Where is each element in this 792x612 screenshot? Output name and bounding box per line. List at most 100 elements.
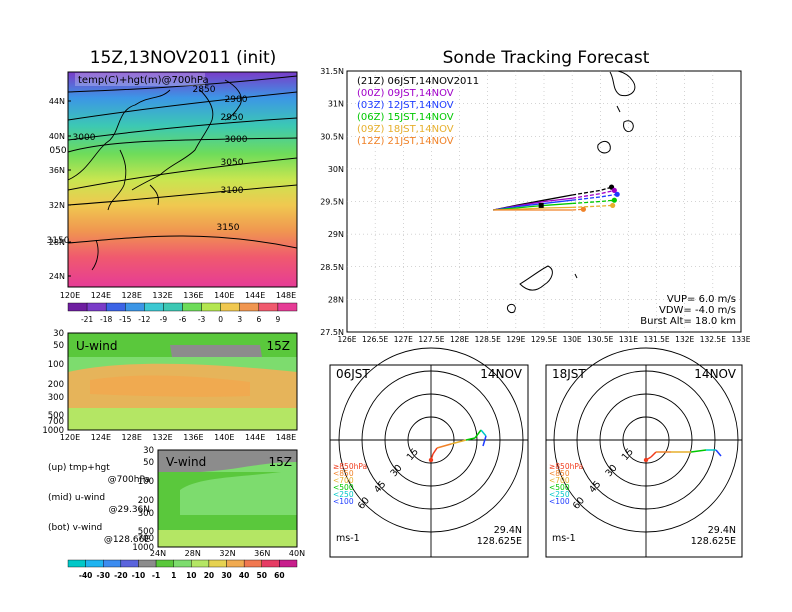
map-panel-label: temp(C)+hgt(m)@700hPa [78,75,209,86]
hodo-origin [643,457,649,463]
note-bot-line1: (bot) v-wind [48,523,102,533]
lat-tick-label: 31N [328,100,344,109]
legend-entry: (06Z) 15JST,14NOV [357,112,454,123]
temp-colorbar-label: -21 [81,315,93,324]
contour-3000 [68,137,297,153]
hodo-lon: 128.625E [477,536,522,547]
v-wind-label: V-wind [166,455,206,469]
wind-colorbar-label: 1 [171,571,176,580]
hodo-level-label: ≥850hPa [549,462,583,471]
pressure-tick-label: 30 [143,446,154,456]
contour-label: 3000 [73,133,96,143]
hodo-trace [650,451,657,458]
hodo-level-label: <100 [333,497,354,506]
note-bot-line2: @128.66E [104,535,150,545]
temp-colorbar-label: -9 [160,315,168,324]
lat-tick-label: 24N [150,549,166,558]
lon-tick-label: 120E [60,433,80,442]
track-line-dashed [572,204,613,209]
wind-colorbar: -40 -30 -20 -10 -1 1 10 20 30 40 50 60 [67,559,298,580]
pressure-tick-label: 1000 [132,543,154,553]
pressure-tick-label: 700 [138,534,154,544]
hodo-trace [465,437,476,441]
lon-tick-label: 130.5E [587,335,613,344]
lat-tick-label: 24N [49,272,65,281]
lon-tick-label: 140E [214,433,234,442]
hodo-time-label: 18JST [552,367,586,381]
legend-entry: (09Z) 18JST,14NOV [357,124,454,135]
launch-parameter: VDW= -4.0 m/s [659,305,736,316]
hodo-lat: 29.4N [494,525,522,536]
wind-colorbar-label: -10 [132,571,146,580]
pressure-tick-label: 700 [48,417,64,427]
islands [507,71,636,313]
lat-tick-label: 36N [254,549,270,558]
hodo-level-label: <500 [549,483,570,492]
note-mid-line2: @29.36N [109,505,151,515]
contour-2950 [68,117,297,141]
lon-tick-label: 148E [276,433,296,442]
pressure-tick-label: 50 [53,341,64,351]
lon-tick-label: 148E [276,291,296,300]
contour-label: 050 [49,146,66,156]
lat-tick-label: 31.5N [320,67,344,76]
lon-tick-label: 128E [450,335,469,344]
lon-tick-label: 124E [91,433,111,442]
lon-tick-label: 131.5E [643,335,669,344]
u-wind-label: U-wind [76,339,117,353]
panel-notes: (up) tmp+hgt @700hPa (mid) u-wind @29.36… [48,463,150,545]
lon-tick-label: 124E [91,291,111,300]
temp-colorbar-label: -6 [179,315,187,324]
lon-tick-label: 128E [122,433,142,442]
pressure-tick-label: 100 [138,477,154,487]
hodo-unit: ms-1 [552,533,576,544]
track-line-dashed [572,189,615,199]
lon-tick-label: 126.5E [362,335,388,344]
wind-colorbar-label: -40 [79,571,93,580]
lon-tick-label: 144E [245,291,265,300]
hodo-date-label: 14NOV [694,367,736,381]
lat-tick-label: 40N [289,549,305,558]
contour-2850 [68,75,297,93]
lon-tick-label: 132E [152,433,172,442]
contour-label: 3000 [225,135,248,145]
hodo-trace [482,435,487,447]
temp-colorbar-label: 6 [256,315,261,324]
contour-label: 3150 [47,236,70,246]
temp-colorbar-label: 3 [237,315,242,324]
wind-colorbar-label: 30 [221,571,231,580]
track-line [493,199,573,211]
lon-tick-label: 127.5E [418,335,444,344]
hodo-lat: 29.4N [708,525,736,536]
landing-point [611,197,617,203]
pressure-tick-label: 200 [138,496,154,506]
contour-label: 2900 [225,95,248,105]
temp-colorbar-label: -15 [119,315,131,324]
lon-tick-label: 132E [152,291,172,300]
contour-2900 [68,91,297,121]
lat-tick-label: 28N [328,295,344,304]
lat-tick-label: 36N [49,166,65,175]
hodo-trace [690,449,707,453]
pressure-tick-label: 100 [48,360,64,370]
lat-tick-label: 28N [185,549,201,558]
lon-tick-label: 126E [337,335,356,344]
u-wind-time: 15Z [267,339,291,353]
track-line [493,202,573,211]
lat-tick-label: 30.5N [320,132,344,141]
hodo-lon: 128.625E [691,536,736,547]
hodo-level-label: <700 [549,476,570,485]
temperature-colorbar: -21 -18 -15 -12 -9 -6 -3 0 3 6 9 [67,302,298,324]
lon-tick-label: 129E [506,335,525,344]
hodo-level-label: <700 [333,476,354,485]
lat-tick-label: 27.5N [320,328,344,337]
pressure-tick-label: 500 [48,411,64,421]
hodo-level-label: ≥850hPa [333,462,367,471]
coastlines [68,79,242,271]
wind-colorbar-label: -30 [96,571,110,580]
hodo-level-label: <250 [549,490,570,499]
contour-3100 [68,184,297,206]
wind-colorbar-label: 40 [239,571,249,580]
launch-parameter: VUP= 6.0 m/s [667,294,736,305]
